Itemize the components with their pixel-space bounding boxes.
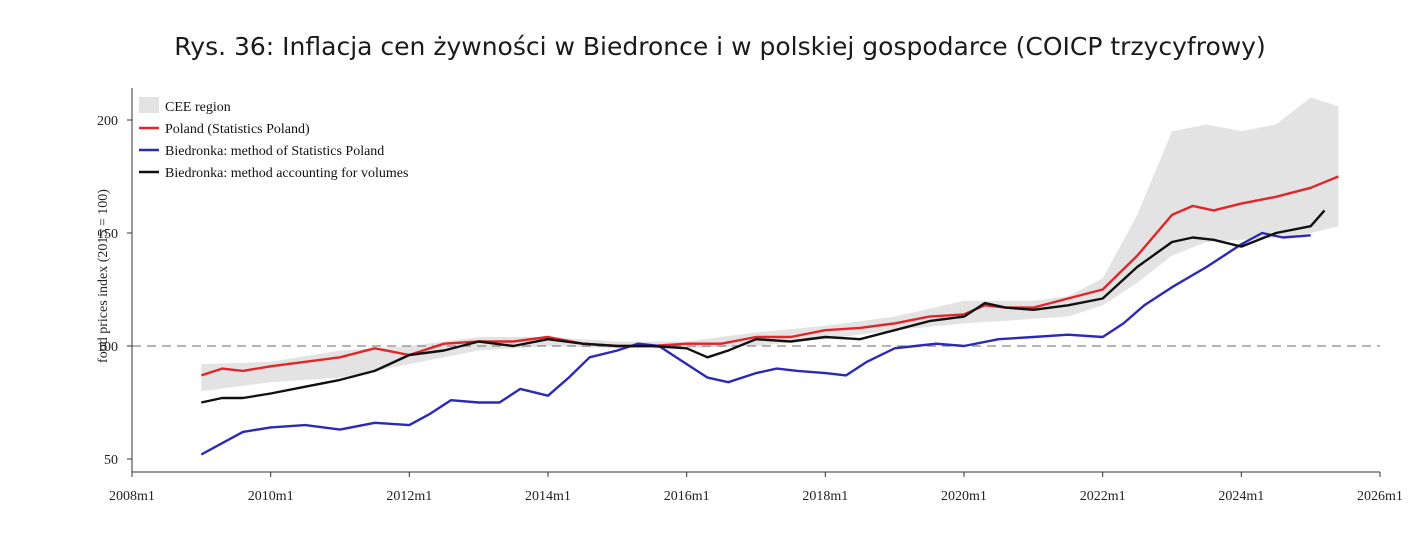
y-tick-label: 200	[97, 114, 118, 129]
chart-title: Rys. 36: Inflacja cen żywności w Biedron…	[174, 32, 1266, 61]
legend-label: CEE region	[165, 100, 231, 115]
tick-labels: 50 100 150 200 2008m1 2010m1 2012m1 2014m1 2016m…	[97, 114, 1403, 504]
series-line-2	[200, 231, 1311, 456]
x-tick-label: 2022m1	[1080, 489, 1126, 504]
series-line-1	[200, 175, 1339, 377]
series-layer	[200, 175, 1339, 456]
x-tick-label: 2008m1	[109, 489, 155, 504]
x-tick-label: 2026m1	[1357, 489, 1403, 504]
y-axis-label: food prices index (2015 = 100)	[96, 189, 111, 363]
x-tick-label: 2020m1	[941, 489, 987, 504]
y-tick-label: 100	[97, 340, 118, 355]
y-tick-label: 50	[104, 453, 118, 468]
cee-region-band	[201, 97, 1339, 392]
x-tick-label: 2018m1	[802, 489, 848, 504]
axes	[127, 88, 1381, 477]
series-line-3	[201, 209, 1326, 404]
legend-label: Poland (Statistics Poland)	[165, 122, 310, 137]
x-tick-label: 2014m1	[525, 489, 571, 504]
legend-label: Biedronka: method accounting for volumes	[165, 166, 408, 181]
x-tick-label: 2010m1	[248, 489, 294, 504]
legend-label: Biedronka: method of Statistics Poland	[165, 144, 384, 159]
legend: CEE region Poland (Statistics Poland) Bied…	[139, 97, 408, 181]
cee-band-layer	[201, 97, 1339, 392]
legend-swatch-band	[139, 97, 159, 113]
x-tick-label: 2012m1	[386, 489, 432, 504]
y-tick-label: 150	[97, 227, 118, 242]
x-tick-label: 2024m1	[1218, 489, 1264, 504]
x-tick-label: 2016m1	[664, 489, 710, 504]
